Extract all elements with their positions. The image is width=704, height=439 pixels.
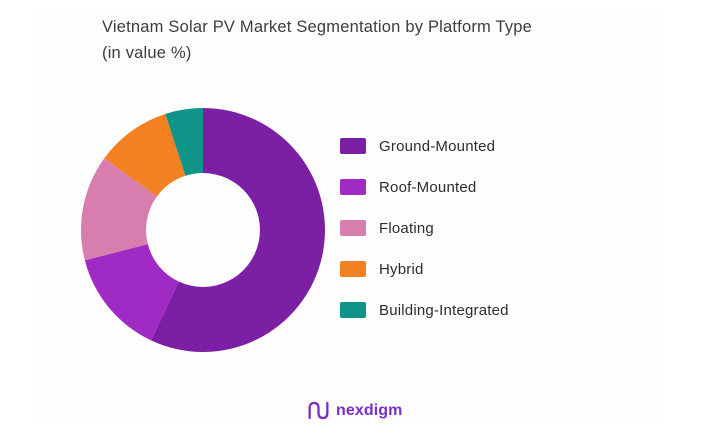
chart-subtitle: (in value %): [102, 44, 192, 62]
legend-label-roof-mounted: Roof-Mounted: [379, 178, 477, 196]
donut-segment-ground-mounted: [151, 108, 325, 353]
legend-label-building-integrated: Building-Integrated: [379, 301, 509, 319]
chart-title: Vietnam Solar PV Market Segmentation by …: [102, 18, 533, 36]
legend-item-roof-mounted: Roof-Mounted: [340, 178, 509, 196]
legend-label-ground-mounted: Ground-Mounted: [379, 137, 496, 155]
nexdigm-logo-text: nexdigm: [336, 401, 403, 419]
donut-segment-hybrid: [104, 113, 186, 197]
legend-label-hybrid: Hybrid: [379, 260, 424, 278]
donut-segment-building-integrated: [165, 108, 203, 176]
legend-item-building-integrated: Building-Integrated: [340, 301, 509, 319]
legend-swatch-roof-mounted: [340, 179, 366, 195]
legend-swatch-hybrid: [340, 261, 366, 277]
nexdigm-logo-icon: [308, 401, 329, 420]
legend-item-hybrid: Hybrid: [340, 260, 509, 278]
donut-chart: [80, 108, 325, 353]
donut-segment-roof-mounted: [84, 244, 179, 341]
legend-swatch-floating: [340, 220, 366, 236]
donut-segment-floating: [80, 158, 157, 261]
legend-item-ground-mounted: Ground-Mounted: [340, 137, 509, 155]
donut-chart-area: [80, 108, 325, 353]
chart-title-block: Vietnam Solar PV Market Segmentation by …: [102, 14, 532, 66]
legend-item-floating: Floating: [340, 219, 509, 237]
nexdigm-logo: nexdigm: [307, 400, 403, 421]
legend-swatch-building-integrated: [340, 302, 366, 318]
chart-legend: Ground-Mounted Roof-Mounted Floating Hyb…: [340, 138, 509, 343]
legend-swatch-ground-mounted: [340, 138, 366, 154]
legend-label-floating: Floating: [379, 219, 434, 237]
